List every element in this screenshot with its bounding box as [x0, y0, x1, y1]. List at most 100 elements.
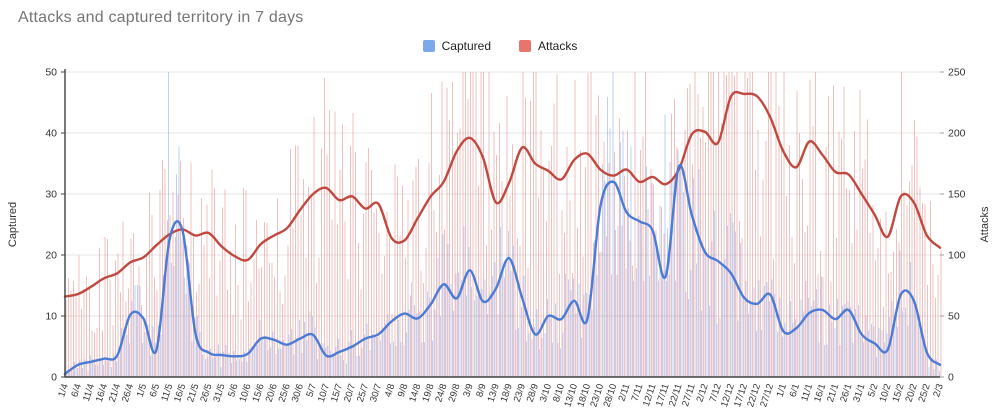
- y-axis-right-label: 200: [948, 128, 966, 140]
- x-axis-label: 20/2: [904, 383, 920, 404]
- attacks-bar: [420, 270, 422, 377]
- captured-bar: [630, 146, 632, 377]
- attacks-bar: [752, 72, 754, 377]
- captured-bar: [301, 352, 303, 377]
- captured-bar: [714, 211, 716, 377]
- captured-bar: [740, 242, 742, 377]
- captured-bar: [800, 299, 802, 377]
- captured-bar: [155, 343, 157, 377]
- captured-bar: [567, 279, 569, 377]
- x-axis-label: 2/11: [616, 383, 632, 403]
- captured-bar: [617, 225, 619, 377]
- attacks-bar: [689, 83, 691, 377]
- captured-bar: [458, 272, 460, 377]
- captured-bar: [330, 351, 332, 377]
- captured-bar: [424, 342, 426, 377]
- attacks-bar: [91, 331, 93, 377]
- x-axis-label: 6/5: [148, 383, 163, 399]
- attacks-bar: [679, 168, 681, 377]
- captured-bar: [546, 299, 548, 377]
- captured-bar: [374, 335, 376, 377]
- captured-bar: [894, 314, 896, 377]
- attacks-bar: [229, 250, 231, 377]
- captured-bar: [782, 336, 784, 377]
- captured-bar: [170, 262, 172, 377]
- attacks-bar: [611, 274, 613, 377]
- attacks-bar: [122, 221, 124, 377]
- attacks-bar: [532, 72, 534, 377]
- attacks-bar: [331, 219, 333, 377]
- attacks-bar: [524, 97, 526, 377]
- attacks-bar: [650, 168, 652, 377]
- attacks-bar: [483, 72, 485, 377]
- captured-bar: [264, 336, 266, 377]
- captured-bar: [288, 334, 290, 377]
- captured-bar: [322, 343, 324, 377]
- x-axis-label: 26/5: [198, 383, 214, 404]
- attacks-bar: [491, 229, 492, 377]
- captured-bar: [262, 338, 264, 377]
- attacks-bar: [504, 277, 506, 377]
- attacks-bar: [378, 232, 380, 377]
- captured-bar: [813, 300, 815, 377]
- attacks-bar: [916, 136, 918, 377]
- captured-bar: [852, 342, 854, 377]
- captured-bar: [492, 276, 494, 377]
- captured-bar: [494, 262, 496, 377]
- captured-bar: [382, 327, 384, 377]
- captured-bar: [267, 349, 269, 377]
- captured-bar: [748, 313, 750, 377]
- attacks-bar: [475, 72, 477, 377]
- attacks-bar: [161, 159, 163, 377]
- attacks-bar: [302, 179, 304, 377]
- captured-bar: [533, 327, 535, 377]
- attacks-bar: [253, 259, 255, 377]
- captured-bar: [753, 287, 755, 377]
- captured-bar: [766, 281, 768, 377]
- attacks-bar: [885, 211, 887, 377]
- legend-label-captured: Captured: [441, 39, 491, 53]
- captured-bar: [902, 311, 904, 377]
- captured-bar: [513, 245, 514, 377]
- attacks-bar: [901, 72, 903, 377]
- attacks-bar: [156, 290, 158, 377]
- x-axis-label: 10/6: [237, 383, 253, 404]
- captured-bar: [520, 307, 522, 377]
- attacks-bar: [566, 147, 568, 377]
- attacks-bar: [339, 170, 341, 377]
- captured-bar: [575, 312, 577, 377]
- x-axis-label: 5/6: [226, 383, 241, 399]
- attacks-bar: [530, 101, 532, 377]
- attacks-bar: [647, 208, 649, 377]
- attacks-bar: [684, 130, 686, 377]
- attacks-bar: [741, 238, 743, 377]
- captured-bar: [421, 342, 423, 377]
- captured-bar: [510, 270, 512, 377]
- attacks-bar: [227, 289, 229, 377]
- attacks-bar: [214, 188, 216, 377]
- attacks-bar: [592, 243, 594, 377]
- captured-bar: [839, 345, 841, 377]
- captured-bar: [358, 355, 360, 377]
- attacks-bar: [96, 328, 98, 377]
- captured-bar: [881, 330, 883, 377]
- captured-bar: [560, 348, 562, 377]
- attacks-bar: [237, 284, 239, 377]
- x-axis-label: 11/4: [81, 383, 97, 403]
- attacks-bar: [349, 145, 351, 377]
- captured-bar: [789, 301, 791, 377]
- attacks-bar: [668, 274, 670, 377]
- captured-bar: [223, 351, 225, 377]
- attacks-bar: [263, 221, 265, 377]
- captured-bar: [413, 304, 415, 377]
- attacks-bar: [221, 207, 223, 377]
- captured-bar: [191, 341, 193, 377]
- captured-bar: [669, 162, 671, 377]
- attacks-bar: [438, 174, 440, 377]
- captured-bar: [878, 327, 880, 377]
- attacks-bar: [519, 246, 521, 377]
- captured-bar: [317, 359, 319, 377]
- captured-bar: [189, 263, 191, 377]
- attacks-bar: [767, 72, 769, 377]
- attacks-bar: [172, 191, 174, 377]
